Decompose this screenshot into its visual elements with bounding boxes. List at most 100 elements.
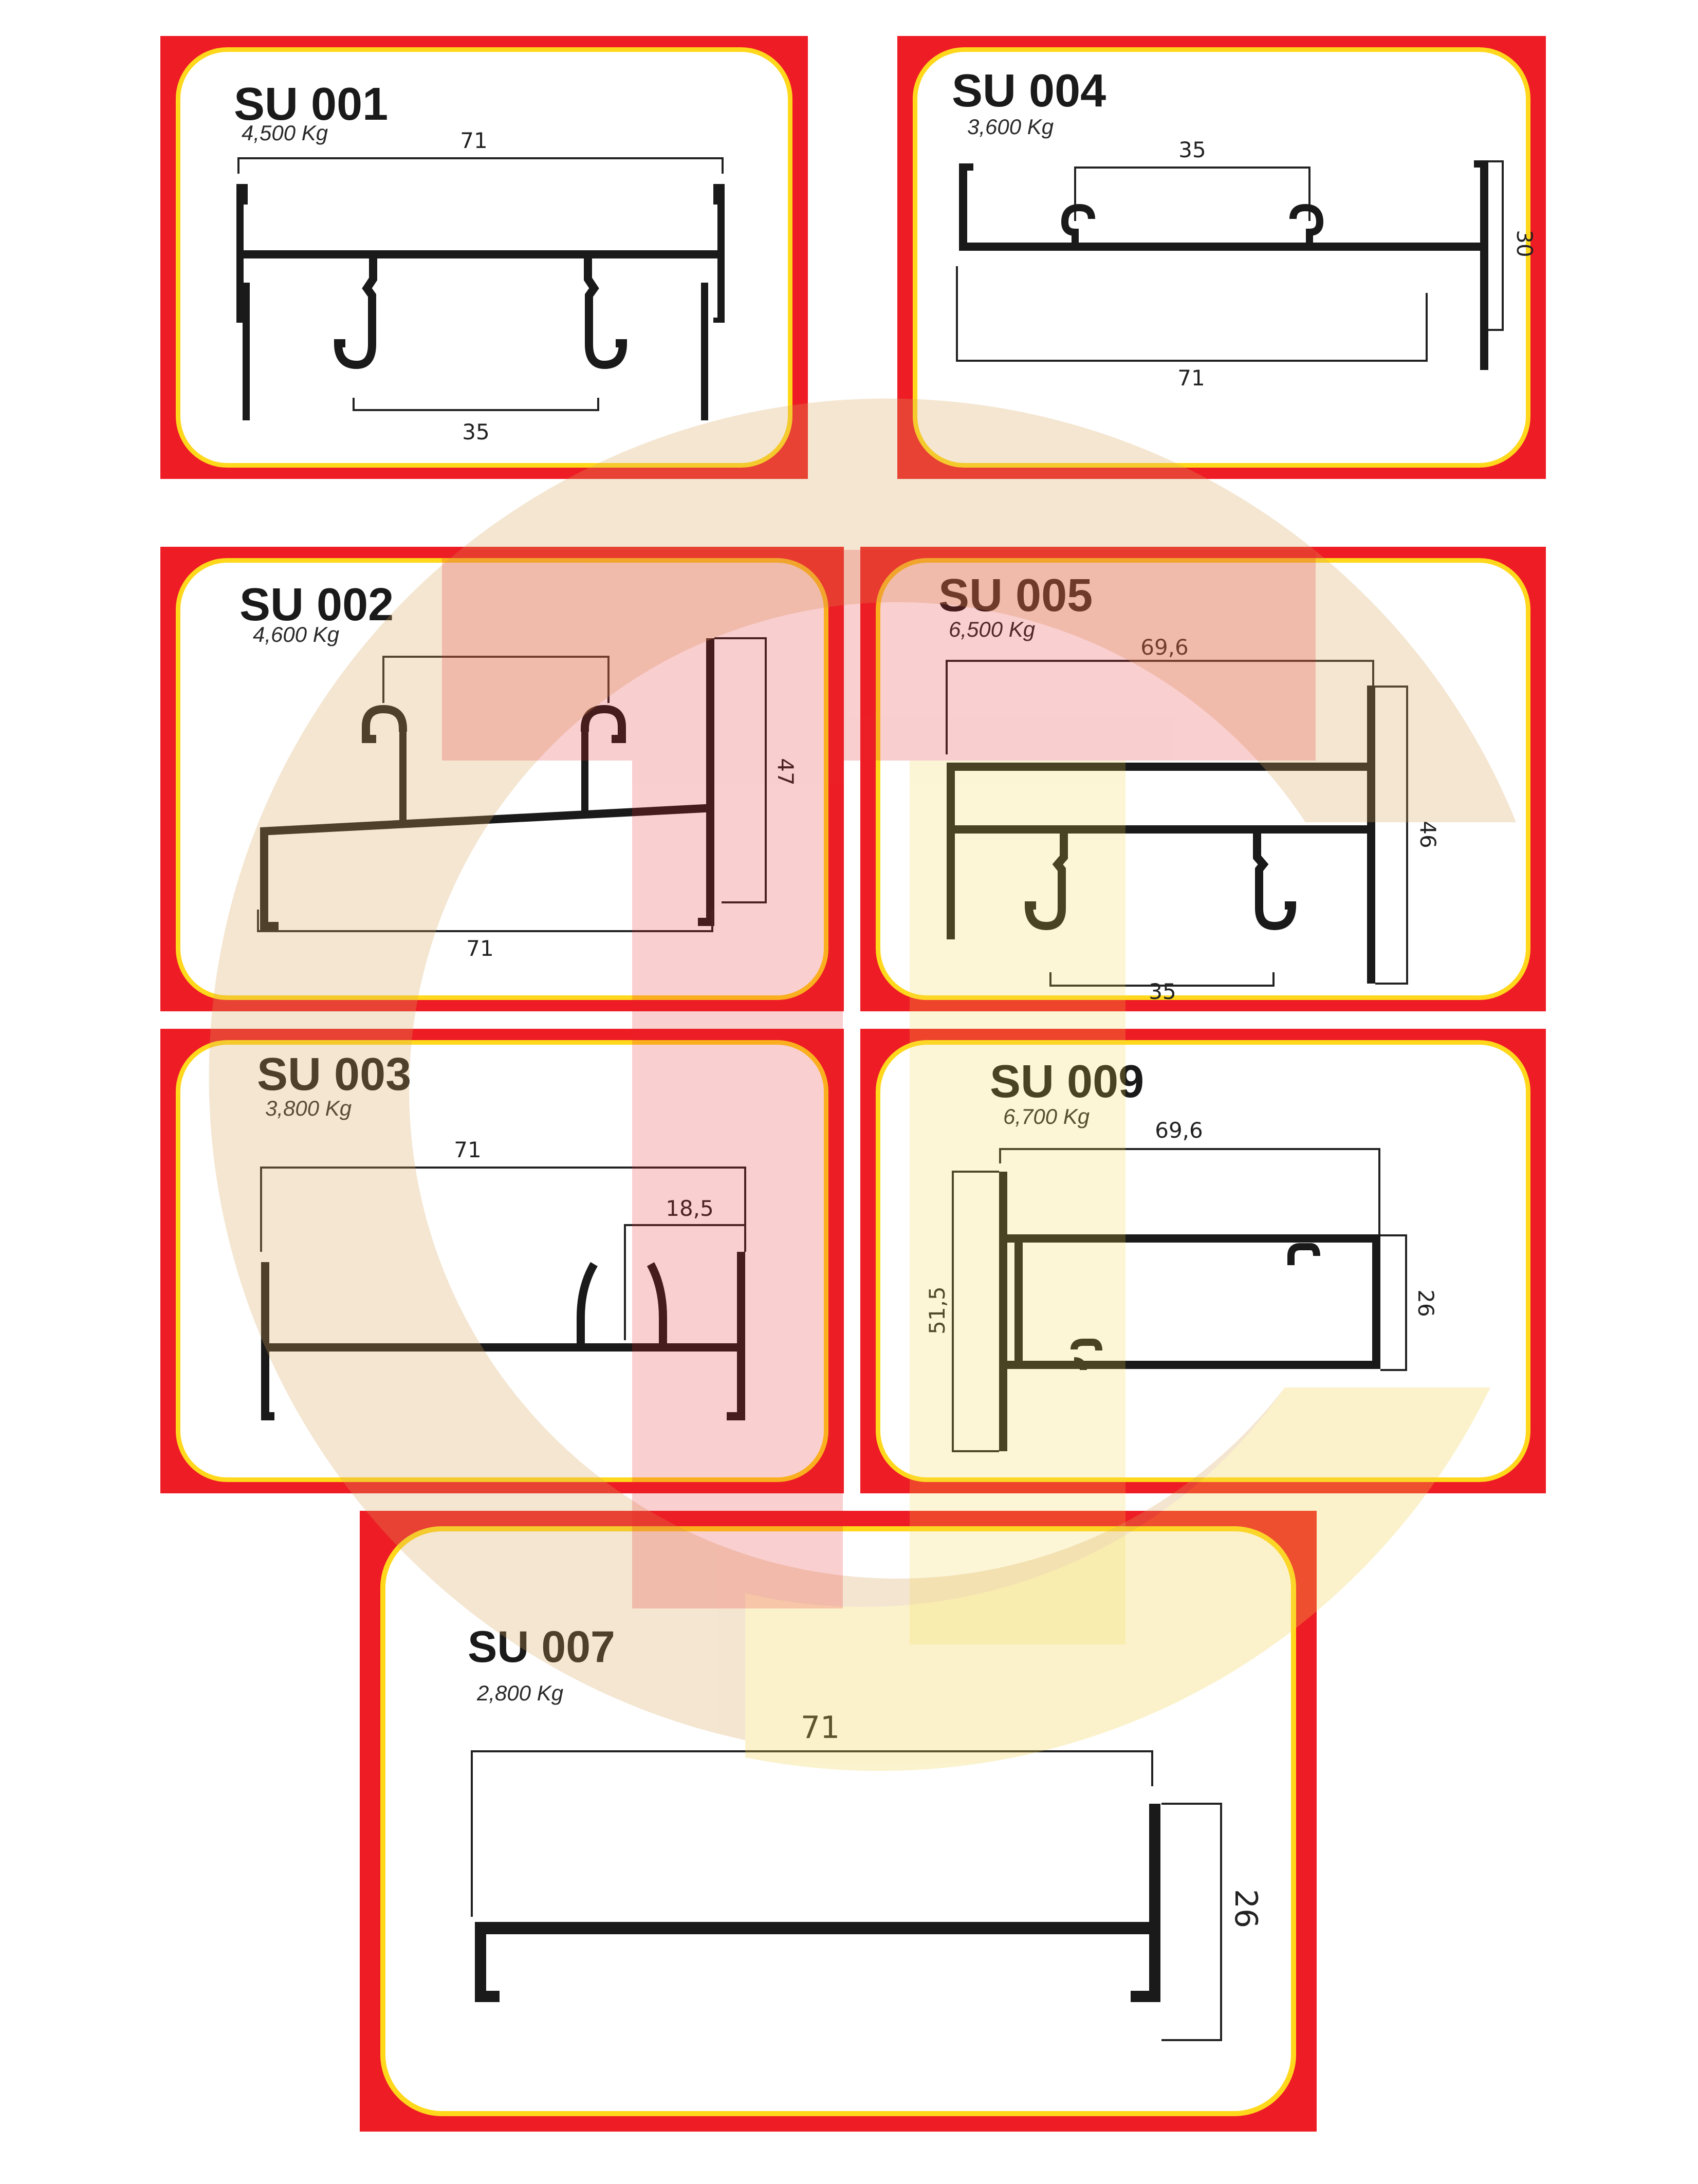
profile-clip bbox=[1287, 1243, 1320, 1265]
card-panel bbox=[380, 1526, 1296, 2116]
profile-card-su007: SU 007 2,800 Kg 71 26 bbox=[360, 1511, 1317, 2132]
dimension-line bbox=[714, 637, 767, 903]
profile-weight: 3,600 Kg bbox=[967, 115, 1054, 139]
profile-web bbox=[475, 1922, 1160, 1934]
profile-drawing: 71 26 bbox=[471, 1710, 1264, 2041]
profile-curved-lip bbox=[647, 1262, 667, 1343]
profile-web bbox=[237, 250, 724, 258]
profile-left-lip bbox=[261, 1412, 274, 1420]
profile-left-leg bbox=[260, 827, 268, 930]
dimension-line bbox=[382, 656, 610, 703]
card-panel bbox=[876, 558, 1530, 1000]
profile-card-su009: SU 009 6,700 Kg 69,6 51,5 26 bbox=[860, 1029, 1546, 1493]
profile-hook bbox=[362, 705, 407, 743]
profile-right-post bbox=[737, 1252, 745, 1420]
dimension-label: 69,6 bbox=[1140, 635, 1189, 660]
dimension-line bbox=[1161, 1803, 1222, 2041]
profile-code: SU 004 bbox=[952, 65, 1106, 117]
profile-right-lip bbox=[727, 1412, 745, 1420]
dimension-label: 71 bbox=[801, 1710, 840, 1746]
dimension-label: 46 bbox=[1415, 821, 1441, 848]
profile-hook bbox=[1024, 834, 1068, 931]
profile-weight: 6,700 Kg bbox=[1003, 1104, 1090, 1128]
profile-top-web bbox=[1007, 1234, 1380, 1243]
profile-main-post bbox=[999, 1172, 1007, 1451]
profile-card-su002: SU 002 4,600 Kg 47 71 bbox=[160, 547, 844, 1011]
profile-clip bbox=[1061, 203, 1095, 243]
profile-left-post bbox=[947, 763, 955, 939]
profile-card-su003: SU 003 3,800 Kg 71 18,5 bbox=[160, 1029, 844, 1493]
profile-web bbox=[260, 804, 714, 836]
profile-drawing: 47 71 bbox=[257, 637, 798, 961]
dimension-label: 71 bbox=[466, 936, 493, 961]
profile-left-post bbox=[261, 1262, 269, 1420]
dimension-label: 71 bbox=[460, 128, 487, 153]
profile-right-lip bbox=[698, 918, 714, 926]
profile-code: SU 007 bbox=[468, 1622, 615, 1672]
dimension-line bbox=[1488, 160, 1504, 331]
dimension-label: 35 bbox=[1178, 137, 1206, 162]
dimension-label: 71 bbox=[454, 1137, 481, 1162]
dimension-line bbox=[952, 1171, 999, 1452]
profile-hook bbox=[581, 705, 626, 743]
profile-left-flange bbox=[959, 163, 973, 251]
dimension-line bbox=[237, 157, 724, 174]
profile-weight: 3,800 Kg bbox=[265, 1096, 352, 1120]
profile-weight: 2,800 Kg bbox=[477, 1681, 564, 1705]
profile-clip bbox=[1289, 203, 1324, 243]
dimension-line bbox=[624, 1224, 746, 1340]
profile-drawing: 71 18,5 bbox=[260, 1137, 746, 1420]
dimension-line bbox=[257, 910, 713, 932]
dimension-line bbox=[353, 398, 599, 411]
dimension-line bbox=[471, 1750, 1153, 1917]
dimension-line bbox=[946, 660, 1374, 754]
profile-hook bbox=[584, 258, 627, 369]
profile-web bbox=[261, 1343, 745, 1352]
profile-left-flange bbox=[236, 184, 248, 323]
dimension-line bbox=[1074, 166, 1311, 221]
dimension-line bbox=[260, 1167, 746, 1252]
dimension-label: 47 bbox=[773, 758, 798, 785]
profile-bottom-web bbox=[951, 825, 1373, 834]
profile-right-post bbox=[1367, 686, 1375, 984]
profile-hook bbox=[334, 258, 377, 369]
profile-curved-lip bbox=[577, 1262, 598, 1343]
profile-right-leg bbox=[701, 283, 708, 420]
dimension-label: 26 bbox=[1228, 1889, 1264, 1928]
card-panel bbox=[913, 47, 1530, 468]
profile-left-lip bbox=[260, 922, 279, 930]
profile-drawing: 71 35 bbox=[236, 128, 725, 445]
profile-card-su001: SU 001 4,500 Kg 71 35 bbox=[160, 36, 808, 479]
profile-clip bbox=[1071, 1339, 1102, 1351]
profile-clip bbox=[1074, 1357, 1087, 1371]
profile-hook bbox=[1253, 834, 1297, 931]
profile-right-post bbox=[1372, 1234, 1380, 1369]
profile-card-su004: SU 004 3,600 Kg 35 30 71 bbox=[897, 36, 1546, 479]
dimension-line bbox=[1375, 686, 1408, 985]
profile-top-web bbox=[951, 763, 1373, 771]
dimension-line bbox=[956, 266, 1428, 362]
profile-drawing: 35 30 71 bbox=[956, 137, 1537, 391]
profile-web bbox=[959, 243, 1487, 251]
profile-code: SU 005 bbox=[938, 570, 1093, 621]
profile-right-flange bbox=[1474, 160, 1488, 370]
profile-code: SU 003 bbox=[257, 1049, 412, 1100]
profile-code: SU 001 bbox=[234, 79, 389, 130]
profile-right-post bbox=[706, 638, 714, 926]
profile-drawing: 69,6 46 35 bbox=[946, 635, 1441, 1004]
profile-inner-post bbox=[1014, 1234, 1023, 1369]
dimension-label: 71 bbox=[1177, 365, 1205, 391]
profile-card-su005: SU 005 6,500 Kg 69,6 46 35 bbox=[860, 547, 1546, 1011]
profile-left-leg bbox=[475, 1922, 486, 2002]
profile-left-leg bbox=[243, 283, 250, 420]
dimension-label: 35 bbox=[462, 419, 489, 445]
card-panel bbox=[176, 1040, 828, 1482]
profile-code: SU 009 bbox=[990, 1056, 1145, 1107]
dimension-label: 30 bbox=[1512, 230, 1537, 257]
profile-weight: 4,600 Kg bbox=[253, 622, 340, 646]
dimension-label: 26 bbox=[1413, 1289, 1438, 1317]
dimension-label: 69,6 bbox=[1155, 1118, 1203, 1143]
dimension-label: 18,5 bbox=[666, 1196, 714, 1221]
profile-code: SU 002 bbox=[239, 579, 394, 631]
profile-right-post bbox=[1149, 1804, 1160, 2002]
